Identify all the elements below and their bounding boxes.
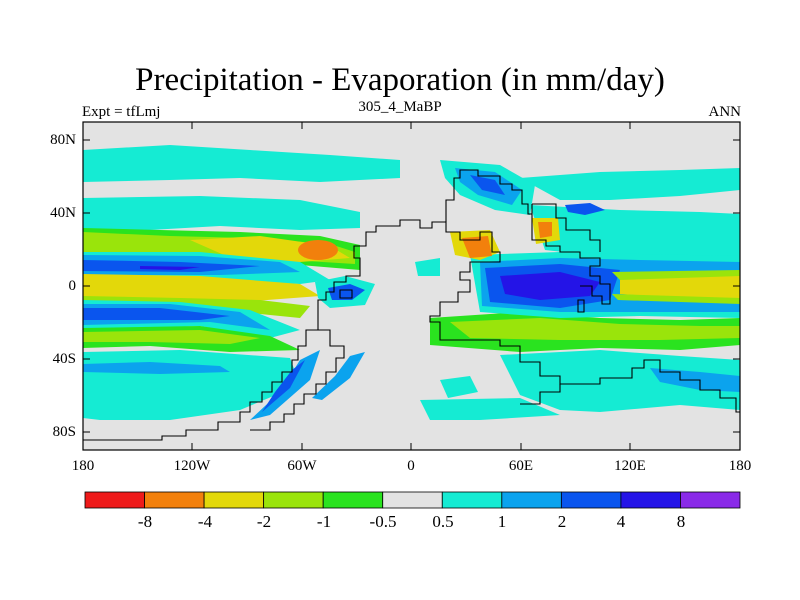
coastline-pangaea-main: [317, 219, 740, 413]
field-cyan-north-mid: [83, 196, 360, 230]
field-yellow-east-tongue: [620, 276, 740, 298]
field-darkblue-south-coast-1: [262, 360, 305, 412]
field-yellowgreen-east-tongue: [612, 270, 740, 304]
colorbar-box: [144, 491, 205, 509]
colorbar-box: [263, 491, 324, 509]
x-tick-label: 60E: [508, 458, 534, 474]
y-tick-label: 80S: [52, 424, 76, 440]
colorbar-box: [620, 491, 681, 509]
y-tick-label: 0: [68, 278, 77, 294]
colorbar-label: -2: [256, 512, 272, 531]
coastline-east-margin: [532, 203, 601, 252]
colorbar-box: [322, 491, 384, 509]
coastline-west-islands: [339, 289, 353, 299]
x-tick-label: 60W: [287, 458, 317, 474]
x-tick-label: 120W: [173, 458, 211, 474]
field-cyan-interior-patch: [415, 258, 440, 276]
field-yellowgreen-south-east: [450, 318, 740, 340]
y-axis-ticks: [83, 139, 740, 433]
colorbar-box: [382, 491, 443, 509]
colorbar-label: 4: [616, 512, 626, 531]
map-field: [83, 122, 740, 450]
field-blue-northeast-patch: [565, 203, 605, 215]
y-tick-label: 80N: [50, 132, 76, 148]
y-tick-label: 40S: [52, 351, 76, 367]
coastline-east-island: [577, 299, 585, 313]
experiment-label: Expt = tfLmj: [82, 104, 161, 120]
field-yellow-equator: [83, 274, 320, 302]
color-bar: [84, 491, 741, 509]
field-yellowgreen-south-subtropics: [83, 330, 260, 344]
colorbar-box: [501, 491, 562, 509]
field-indigo-tethys: [500, 272, 600, 300]
coastlines: [83, 169, 740, 441]
coastline-south-inner: [250, 329, 345, 431]
field-orange-north-pangaea: [462, 236, 492, 258]
colorbar-box: [84, 491, 145, 509]
field-cyan-north-mid-east: [530, 205, 740, 258]
colorbar-box: [441, 491, 503, 509]
colorbar-box: [203, 491, 265, 509]
coastline-south-east: [520, 384, 561, 405]
x-axis-ticks: [191, 122, 631, 450]
field-cyan-north-high: [83, 145, 400, 182]
colorbar-label: 0.5: [432, 512, 454, 531]
field-orange-east-coast: [538, 222, 552, 238]
field-darkblue-north-tropics: [83, 260, 260, 272]
season-label: ANN: [708, 104, 742, 120]
plot-title: Precipitation - Evaporation (in mm/day): [135, 62, 665, 98]
field-darkblue-south-tropics: [83, 308, 230, 320]
x-tick-label: 180: [728, 458, 752, 474]
colorbar-box: [680, 491, 741, 509]
coastline-north-pangaea: [445, 169, 532, 222]
x-tick-label: 120E: [614, 458, 646, 474]
colorbar-label: 1: [497, 512, 507, 531]
colorbar-label: 8: [676, 512, 686, 531]
coastline-east-block: [531, 204, 611, 305]
colorbar-label: -4: [197, 512, 213, 531]
field-cyan-south-pangaea-patch: [440, 376, 478, 398]
plot-subtitle: 305_4_MaBP: [358, 99, 442, 115]
colorbar-label: -1: [316, 512, 332, 531]
field-orange-west-pangaea: [298, 240, 338, 260]
field-blue-south-coast-2: [312, 352, 365, 400]
field-blue-south-west: [83, 362, 230, 374]
field-indigo-north-tropics: [140, 266, 200, 270]
colorbar-box: [560, 491, 622, 509]
field-cyan-north-high-east: [520, 168, 740, 200]
field-blue-west-coast: [328, 284, 365, 300]
y-tick-label: 40N: [50, 205, 76, 221]
coastline-south-peninsula: [83, 329, 318, 441]
x-tick-label: 180: [71, 458, 95, 474]
colorbar-label: -0.5: [369, 512, 397, 531]
field-darkblue-north-pangaea: [470, 175, 505, 195]
colorbar-label: -8: [137, 512, 153, 531]
field-cyan-south-east: [500, 350, 740, 412]
colorbar-label: 2: [557, 512, 567, 531]
x-tick-label: 0: [407, 458, 415, 474]
